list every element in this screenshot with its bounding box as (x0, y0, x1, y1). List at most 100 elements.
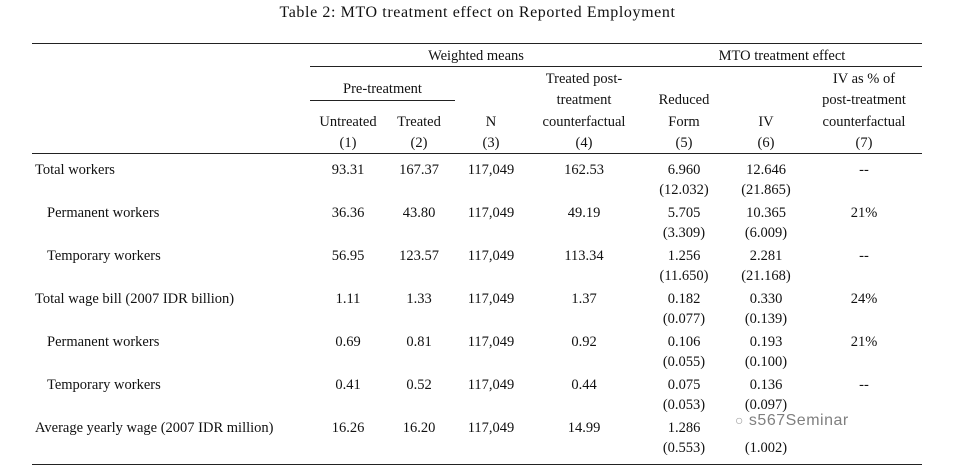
cell-n: 117,049 (467, 248, 515, 264)
cell-iv-se: (0.139) (744, 311, 788, 327)
cell-n: 117,049 (467, 377, 515, 393)
row-label: Temporary workers (47, 248, 161, 264)
cell-iv-pct: 21% (850, 205, 878, 221)
cell-iv: 0.330 (749, 291, 783, 307)
cell-treated: 43.80 (402, 205, 436, 221)
cell-counterfactual: 14.99 (567, 420, 601, 436)
colnum-2: (2) (410, 135, 428, 151)
cell-untreated: 36.36 (331, 205, 365, 221)
cell-reduced-form: 6.960 (667, 162, 701, 178)
cell-untreated: 1.11 (335, 291, 361, 307)
cell-n: 117,049 (467, 162, 515, 178)
header-n: N (485, 114, 497, 130)
cell-iv-pct: -- (859, 377, 869, 393)
cell-untreated: 16.26 (331, 420, 365, 436)
table-caption: Table 2: MTO treatment effect on Reporte… (279, 4, 676, 21)
cell-reduced-form-se: (12.032) (659, 182, 709, 198)
colnum-3: (3) (482, 135, 500, 151)
header-ivpct-line3: counterfactual (822, 114, 906, 130)
cell-iv-se: (0.097) (744, 397, 788, 413)
cell-reduced-form: 1.256 (667, 248, 701, 264)
cell-reduced-form: 0.106 (667, 334, 701, 350)
mto-effect-rule (642, 66, 922, 67)
cell-counterfactual: 0.92 (571, 334, 597, 350)
cell-iv: 12.646 (746, 162, 786, 178)
cell-reduced-form: 5.705 (667, 205, 701, 221)
cell-untreated: 56.95 (331, 248, 365, 264)
cell-treated: 167.37 (399, 162, 439, 178)
cell-reduced-form: 0.182 (667, 291, 701, 307)
header-pre-treatment: Pre-treatment (343, 81, 422, 97)
cell-reduced-form-se: (11.650) (659, 268, 709, 284)
row-label: Total workers (35, 162, 115, 178)
header-treated: Treated (397, 114, 441, 130)
pre-treatment-rule (310, 100, 455, 101)
row-label: Average yearly wage (2007 IDR million) (35, 420, 274, 436)
cell-treated: 16.20 (402, 420, 436, 436)
header-mto-effect: MTO treatment effect (718, 48, 846, 64)
cell-n: 117,049 (467, 420, 515, 436)
bottom-rule (32, 464, 922, 465)
cell-iv: 10.365 (746, 205, 786, 221)
cell-iv-se: (21.865) (741, 182, 791, 198)
colnum-1: (1) (339, 135, 357, 151)
cell-untreated: 93.31 (331, 162, 365, 178)
top-rule (32, 43, 922, 44)
row-label: Permanent workers (47, 205, 160, 221)
cell-iv-pct: -- (859, 162, 869, 178)
header-counterfactual-line2: treatment (556, 92, 612, 108)
cell-treated: 0.52 (406, 377, 432, 393)
header-ivpct-line1: IV as % of (832, 71, 896, 87)
weighted-means-rule (310, 66, 642, 67)
header-counterfactual-line3: counterfactual (542, 114, 626, 130)
cell-reduced-form: 0.075 (667, 377, 701, 393)
cell-reduced-form-se: (0.053) (662, 397, 706, 413)
cell-treated: 1.33 (406, 291, 432, 307)
colnum-7: (7) (855, 135, 873, 151)
cell-untreated: 0.41 (335, 377, 361, 393)
row-label: Total wage bill (2007 IDR billion) (35, 291, 235, 307)
cell-reduced-form-se: (0.553) (662, 440, 706, 456)
wechat-icon: ○ (735, 412, 744, 428)
cell-treated: 0.81 (406, 334, 432, 350)
header-weighted-means: Weighted means (428, 48, 524, 64)
cell-iv-se: (1.002) (744, 440, 788, 456)
cell-iv: 0.193 (749, 334, 783, 350)
header-bottom-rule (32, 153, 922, 154)
colnum-5: (5) (675, 135, 693, 151)
cell-counterfactual: 1.37 (571, 291, 597, 307)
colnum-4: (4) (575, 135, 593, 151)
header-ivpct-line2: post-treatment (822, 92, 906, 108)
cell-iv-pct: 24% (850, 291, 878, 307)
cell-counterfactual: 113.34 (564, 248, 604, 264)
cell-reduced-form-se: (0.077) (662, 311, 706, 327)
cell-iv: 0.136 (749, 377, 783, 393)
cell-counterfactual: 162.53 (564, 162, 604, 178)
header-counterfactual-line1: Treated post- (545, 71, 623, 87)
cell-iv-pct: 21% (850, 334, 878, 350)
cell-iv-se: (21.168) (741, 268, 791, 284)
cell-iv-se: (6.009) (744, 225, 788, 241)
header-iv: IV (758, 114, 774, 130)
cell-iv: 2.281 (749, 248, 783, 264)
cell-treated: 123.57 (399, 248, 439, 264)
row-label: Temporary workers (47, 377, 161, 393)
cell-n: 117,049 (467, 334, 515, 350)
header-reduced-line1: Reduced (658, 92, 710, 108)
header-untreated: Untreated (319, 114, 377, 130)
watermark-text: s567Seminar (748, 412, 849, 429)
cell-iv-pct: -- (859, 248, 869, 264)
colnum-6: (6) (757, 135, 775, 151)
cell-n: 117,049 (467, 291, 515, 307)
cell-counterfactual: 0.44 (571, 377, 597, 393)
cell-reduced-form-se: (0.055) (662, 354, 706, 370)
cell-untreated: 0.69 (335, 334, 361, 350)
cell-counterfactual: 49.19 (567, 205, 601, 221)
cell-reduced-form-se: (3.309) (662, 225, 706, 241)
cell-n: 117,049 (467, 205, 515, 221)
cell-reduced-form: 1.286 (667, 420, 701, 436)
row-label: Permanent workers (47, 334, 160, 350)
watermark: ○ s567Seminar (735, 412, 849, 430)
header-reduced-line2: Form (668, 114, 700, 130)
cell-iv-se: (0.100) (744, 354, 788, 370)
